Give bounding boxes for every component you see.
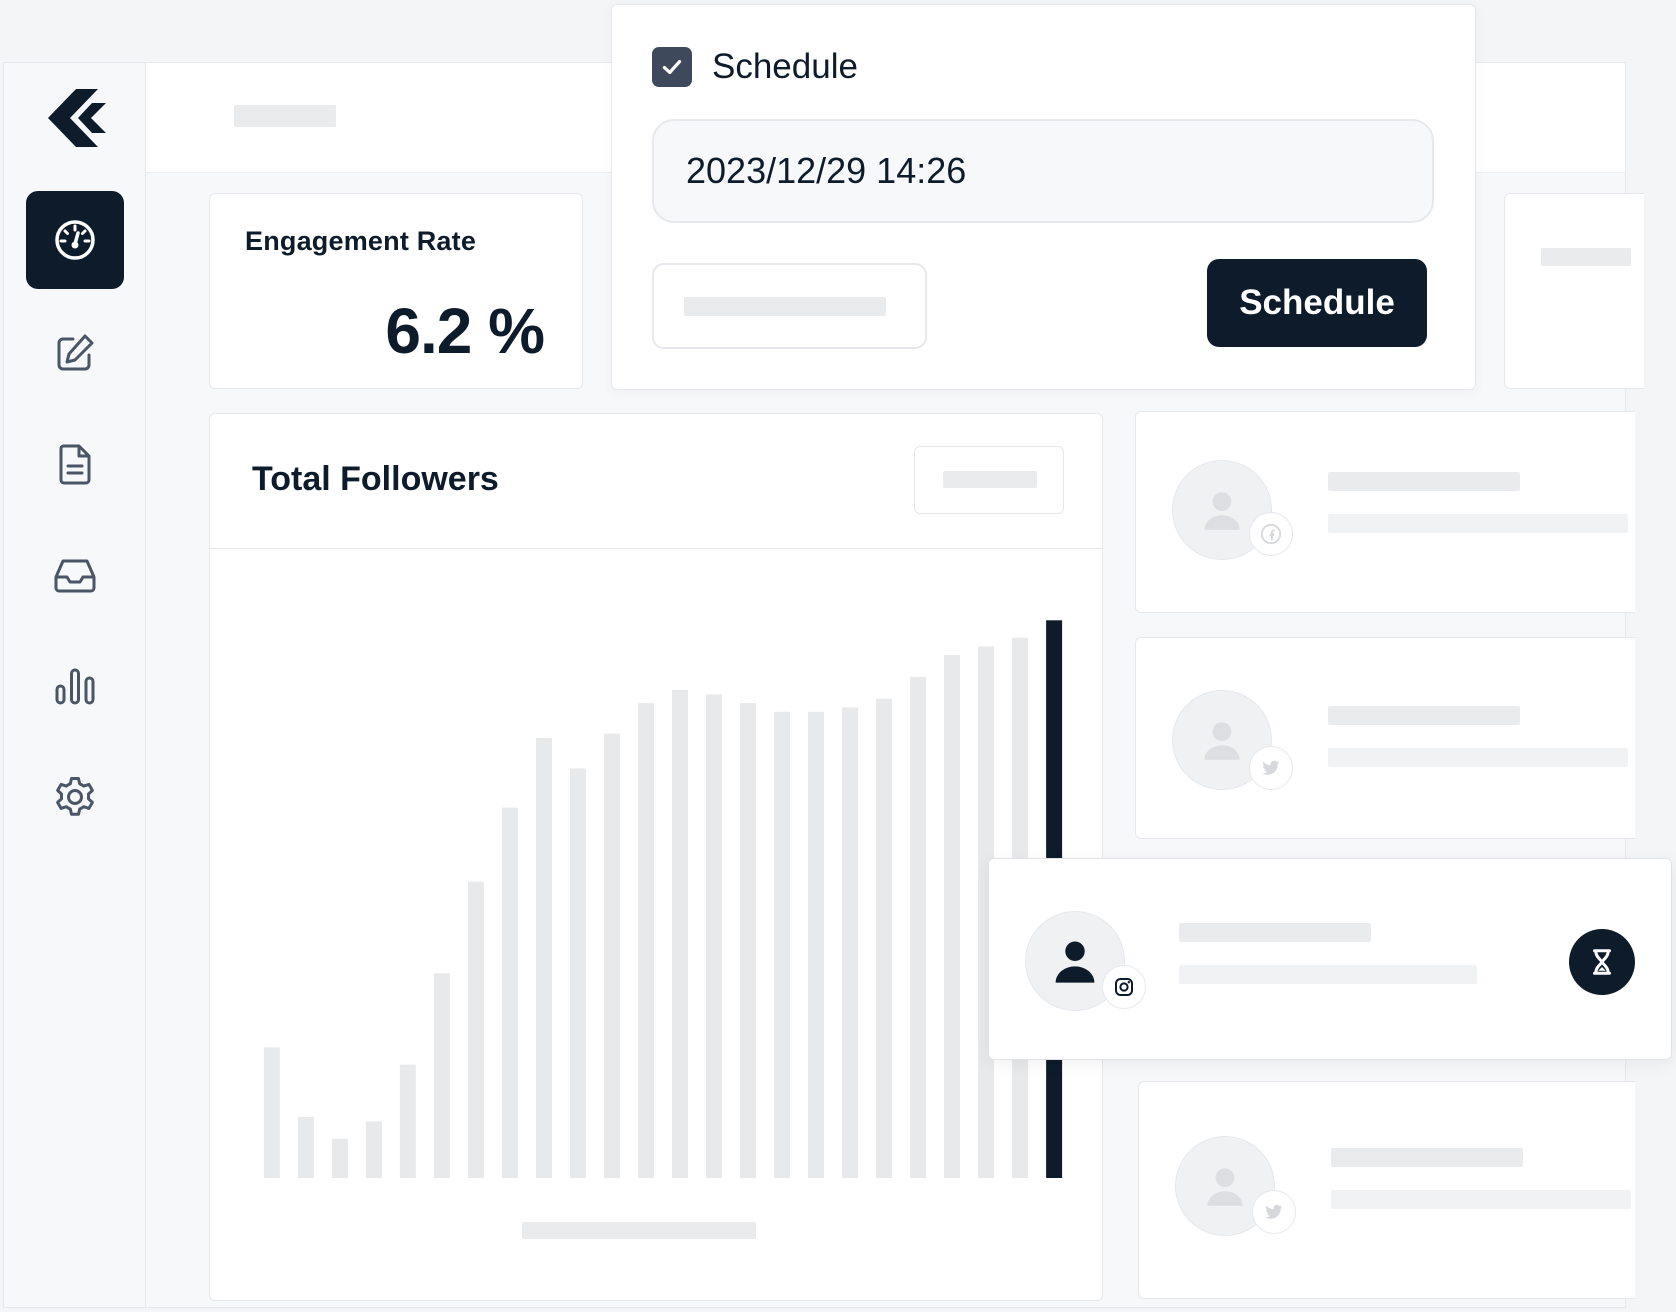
twitter-badge xyxy=(1249,746,1293,790)
chart-bar[interactable] xyxy=(671,690,688,1178)
sidebar xyxy=(4,63,146,1307)
schedule-checkbox-label: Schedule xyxy=(712,47,858,86)
chart-bar[interactable] xyxy=(876,698,893,1178)
chart-bar[interactable] xyxy=(604,733,620,1178)
instagram-icon xyxy=(1115,978,1133,996)
post-text-placeholder xyxy=(1328,514,1628,533)
engagement-title: Engagement Rate xyxy=(245,226,477,256)
engagement-card: Engagement Rate 6.2 % xyxy=(209,193,583,389)
chart-bar[interactable] xyxy=(842,707,859,1178)
post-title-placeholder xyxy=(1328,706,1520,725)
dashboard-icon xyxy=(55,220,95,260)
hourglass-icon xyxy=(1593,949,1611,975)
avatar xyxy=(1172,460,1272,560)
twitter-icon xyxy=(1262,760,1280,775)
edit-icon xyxy=(57,334,94,371)
post-text-placeholder xyxy=(1179,965,1477,984)
chart-bar[interactable] xyxy=(365,1121,382,1178)
sidebar-item-compose[interactable] xyxy=(26,304,124,402)
chart-bar[interactable] xyxy=(638,703,655,1178)
followers-title: Total Followers xyxy=(252,460,499,498)
chart-bar[interactable] xyxy=(263,1047,280,1178)
inbox-icon xyxy=(54,559,96,593)
chart-bar[interactable] xyxy=(433,973,450,1178)
post-title-placeholder xyxy=(1328,472,1520,491)
card-divider xyxy=(210,548,1102,549)
followers-bar-chart xyxy=(263,620,1063,1178)
sidebar-item-dashboard[interactable] xyxy=(26,191,124,289)
secondary-option-button[interactable] xyxy=(652,263,927,349)
document-icon xyxy=(59,444,91,485)
schedule-checkbox[interactable] xyxy=(652,47,692,87)
scheduled-post-card[interactable] xyxy=(988,858,1672,1060)
stat-placeholder xyxy=(1541,248,1631,266)
schedule-submit-button[interactable]: Schedule xyxy=(1207,259,1427,347)
chart-bar[interactable] xyxy=(569,768,586,1178)
followers-chart xyxy=(210,550,1102,1190)
chart-bar[interactable] xyxy=(467,881,484,1178)
post-text-placeholder xyxy=(1328,748,1628,767)
settings-icon xyxy=(56,777,94,816)
post-text-placeholder xyxy=(1331,1190,1631,1209)
sidebar-item-analytics[interactable] xyxy=(26,637,124,735)
chart-bar[interactable] xyxy=(501,807,518,1178)
period-select-placeholder xyxy=(943,471,1037,488)
chart-bar[interactable] xyxy=(535,737,552,1178)
chart-bar[interactable] xyxy=(297,1117,314,1178)
schedule-datetime-input[interactable] xyxy=(652,119,1434,223)
engagement-value: 6.2 % xyxy=(385,295,545,367)
sidebar-item-posts[interactable] xyxy=(26,415,124,513)
instagram-badge xyxy=(1102,965,1146,1009)
twitter-icon xyxy=(1265,1204,1283,1219)
stat-card-placeholder xyxy=(1504,193,1644,389)
chart-bar[interactable] xyxy=(399,1064,416,1178)
checkmark-icon xyxy=(662,59,682,75)
post-card-4[interactable] xyxy=(1138,1081,1635,1299)
topbar-title-placeholder xyxy=(234,105,336,127)
chart-bar[interactable] xyxy=(740,703,756,1178)
twitter-badge xyxy=(1252,1190,1296,1234)
user-placeholder-icon xyxy=(1204,492,1240,530)
chart-axis-placeholder xyxy=(522,1222,756,1239)
analytics-icon xyxy=(55,668,95,705)
sidebar-item-inbox[interactable] xyxy=(26,526,124,624)
chart-bar[interactable] xyxy=(331,1138,348,1178)
user-placeholder-icon xyxy=(1204,722,1240,760)
facebook-badge xyxy=(1249,512,1293,556)
scheduled-status-button[interactable] xyxy=(1569,929,1635,995)
chart-bar[interactable] xyxy=(705,694,722,1178)
user-placeholder-icon xyxy=(1207,1168,1243,1206)
post-title-placeholder xyxy=(1179,923,1371,942)
schedule-panel: Schedule Schedule xyxy=(611,4,1476,390)
chart-bar[interactable] xyxy=(774,711,790,1178)
facebook-icon xyxy=(1260,523,1282,545)
followers-card: Total Followers xyxy=(209,413,1103,1301)
chart-bar[interactable] xyxy=(944,655,961,1178)
post-card-1[interactable] xyxy=(1135,411,1635,613)
brand-logo-icon[interactable] xyxy=(40,83,110,153)
user-icon xyxy=(1055,941,1095,983)
period-select[interactable] xyxy=(914,446,1064,514)
secondary-option-placeholder xyxy=(684,297,886,316)
post-title-placeholder xyxy=(1331,1148,1523,1167)
post-card-2[interactable] xyxy=(1135,637,1635,839)
chart-bar[interactable] xyxy=(808,711,825,1178)
chart-bar[interactable] xyxy=(910,676,927,1178)
sidebar-item-settings[interactable] xyxy=(26,748,124,846)
